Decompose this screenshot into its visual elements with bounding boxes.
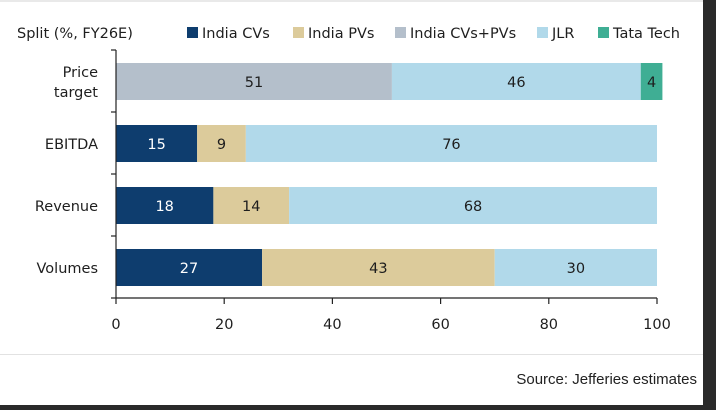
category-label-revenue: Revenue — [35, 199, 98, 215]
legend-label-tata-tech: Tata Tech — [612, 26, 680, 42]
bar-ebitda-jlr — [245, 125, 657, 162]
window-edge-bottom — [0, 405, 716, 410]
bar-revenue-india-cvs — [116, 187, 214, 224]
x-tick-label-80: 80 — [540, 317, 558, 333]
legend-swatch-india-pvs — [293, 27, 304, 38]
data-label-revenue-india-pvs: 14 — [242, 199, 260, 215]
chart-title: Split (%, FY26E) — [17, 26, 133, 42]
category-label-volumes: Volumes — [37, 261, 98, 277]
legend-swatch-india-cvs-pvs — [395, 27, 406, 38]
data-label-price-target-jlr: 46 — [507, 75, 525, 91]
data-label-price-target-tata-tech: 4 — [647, 75, 656, 91]
data-label-volumes-india-cvs: 27 — [180, 261, 198, 277]
stacked-bar-chart: Split (%, FY26E) India CVs India PVs India… — [17, 26, 680, 333]
legend-swatch-jlr — [537, 27, 548, 38]
data-label-volumes-india-pvs: 43 — [369, 261, 387, 277]
top-divider — [0, 0, 703, 2]
category-label-price-target-line1: Price — [63, 65, 98, 81]
bar-revenue-jlr — [289, 187, 657, 224]
axes: 0 20 40 60 80 100 — [111, 49, 671, 333]
legend-label-india-pvs: India PVs — [308, 26, 374, 42]
data-label-price-target-india-cvs-pvs: 51 — [245, 75, 263, 91]
x-tick-label-20: 20 — [215, 317, 233, 333]
bar-price-target-india-cvs-pvs — [116, 63, 392, 100]
legend-swatch-tata-tech — [598, 27, 609, 38]
x-tick-label-0: 0 — [111, 317, 120, 333]
bar-price-target-jlr — [391, 63, 641, 100]
x-tick-label-40: 40 — [323, 317, 341, 333]
bar-volumes-india-cvs — [116, 249, 263, 286]
bar-volumes-india-pvs — [262, 249, 495, 286]
x-tick-label-60: 60 — [431, 317, 449, 333]
category-label-ebitda: EBITDA — [45, 137, 98, 153]
data-label-revenue-india-cvs: 18 — [155, 199, 173, 215]
data-label-revenue-jlr: 68 — [464, 199, 482, 215]
data-label-volumes-jlr: 30 — [567, 261, 585, 277]
legend: India CVs India PVs India CVs+PVs JLR Tata T… — [187, 26, 680, 42]
category-label-price-target-line2: target — [54, 85, 98, 101]
source-divider — [0, 354, 703, 355]
x-tick-label-100: 100 — [643, 317, 671, 333]
bar-revenue-india-pvs — [213, 187, 290, 224]
data-label-ebitda-jlr: 76 — [442, 137, 460, 153]
legend-swatch-india-cvs — [187, 27, 198, 38]
data-label-ebitda-india-cvs: 15 — [147, 137, 165, 153]
bar-volumes-jlr — [494, 249, 657, 286]
bar-ebitda-india-pvs — [197, 125, 246, 162]
bar-price-target-tata-tech — [640, 63, 663, 100]
legend-label-india-cvs-pvs: India CVs+PVs — [410, 26, 516, 42]
window-edge-right — [703, 0, 716, 410]
data-label-ebitda-india-pvs: 9 — [217, 137, 226, 153]
legend-label-jlr: JLR — [551, 26, 574, 42]
legend-label-india-cvs: India CVs — [202, 26, 270, 42]
source-note: Source: Jefferies estimates — [516, 371, 697, 388]
bars: 51 46 4 Price target 15 9 76 EBITDA 18 14 68 Revenue… — [35, 63, 663, 286]
bar-ebitda-india-cvs — [116, 125, 198, 162]
